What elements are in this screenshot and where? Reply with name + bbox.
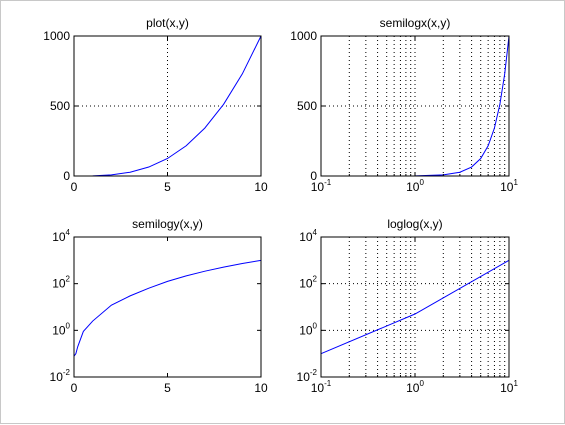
subplot-2: 10-1 100 101 0 500 1000 semilogx(x,y) bbox=[290, 16, 518, 194]
subplot-title: semilogx(x,y) bbox=[380, 16, 451, 30]
y-tick-label: 0 bbox=[310, 169, 317, 183]
plot-area bbox=[74, 237, 261, 377]
series-line-1 bbox=[73, 259, 262, 357]
subplot-title: semilogy(x,y) bbox=[132, 217, 203, 231]
y-tick-label: 500 bbox=[297, 99, 317, 113]
x-tick-label: 10 bbox=[254, 381, 268, 395]
y-tick-label: 10-2 bbox=[50, 368, 71, 384]
x-tick-label: 10-1 bbox=[311, 178, 332, 194]
subplot-title: plot(x,y) bbox=[146, 16, 189, 30]
subplot-4: 10-1 100 101 10-2 100 102 104 loglog(x,y) bbox=[297, 217, 519, 395]
x-tick-label: 100 bbox=[406, 178, 424, 194]
x-tick-label: 0 bbox=[71, 180, 78, 194]
x-tick-label: 101 bbox=[500, 379, 518, 395]
series-line-1 bbox=[73, 35, 262, 177]
subplot-title: loglog(x,y) bbox=[387, 217, 442, 231]
x-tick-label: 101 bbox=[500, 178, 518, 194]
y-tick-label: 100 bbox=[299, 321, 317, 337]
y-tick-label: 1000 bbox=[290, 29, 317, 43]
x-tick-label: 10 bbox=[254, 180, 268, 194]
y-tick-label: 102 bbox=[299, 275, 317, 291]
subplot-1: 0 5 10 0 500 1000 plot(x,y) bbox=[43, 16, 268, 194]
x-tick-label: 100 bbox=[406, 379, 424, 395]
y-tick-label: 500 bbox=[50, 99, 70, 113]
y-tick-label: 1000 bbox=[43, 29, 70, 43]
y-tick-label: 104 bbox=[52, 228, 70, 244]
x-tick-label: 10-1 bbox=[311, 379, 332, 395]
x-tick-label: 0 bbox=[71, 381, 78, 395]
y-tick-label: 104 bbox=[299, 228, 317, 244]
y-tick-label: 102 bbox=[52, 275, 70, 291]
series-line-1 bbox=[320, 259, 510, 355]
x-tick-label: 5 bbox=[164, 381, 171, 395]
y-tick-label: 100 bbox=[52, 321, 70, 337]
subplot-3: 0 5 10 10-2 100 102 104 semilogy(x,y) bbox=[50, 217, 268, 395]
y-tick-label: 0 bbox=[63, 169, 70, 183]
y-tick-label: 10-2 bbox=[297, 368, 318, 384]
x-tick-label: 5 bbox=[164, 180, 171, 194]
